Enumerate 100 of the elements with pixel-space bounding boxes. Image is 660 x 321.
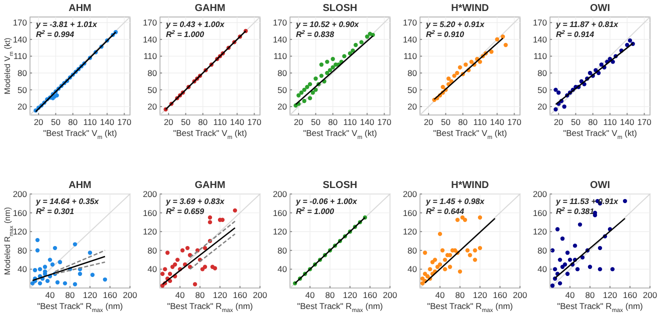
annotation: R$^{2}$ = 0.644 (426, 207, 465, 216)
x-tick-label: 120 (472, 290, 488, 300)
x-axis-title: "Best Track" R$_{max}$ (nm) (37, 301, 124, 314)
y-tick-label: 110 (143, 51, 158, 62)
x-tick-label: 80 (198, 117, 208, 127)
x-tick-label: 110 (213, 117, 228, 127)
annotation: y = -0.06 + 1.00x (295, 197, 358, 206)
annotation: y = 14.64 + 0.35x (35, 197, 100, 206)
y-tick-label: 50 (18, 84, 28, 95)
y-tick-label: 200 (142, 189, 158, 199)
y-tick-label: 80 (538, 245, 548, 256)
y-tick-label: 80 (278, 68, 288, 78)
x-tick-label: 170 (507, 117, 522, 127)
x-tick-label: 140 (620, 117, 635, 127)
x-tick-label: 40 (175, 290, 185, 300)
y-tick-label: 50 (538, 84, 548, 95)
x-axis-title: "Best Track" V$_{m}$ (kt) (173, 128, 248, 141)
x-tick-label: 200 (382, 290, 398, 300)
chart-title: SLOSH (322, 180, 358, 191)
y-tick-label: 40 (148, 264, 158, 274)
chart-title: SLOSH (322, 3, 358, 14)
annotation: y = 3.69 + 0.83x (165, 197, 225, 206)
annotation: y = 10.52 + 0.90x (295, 20, 360, 29)
y-tick-label: 80 (18, 245, 28, 256)
annotation: R$^{2}$ = 1.000 (166, 30, 205, 39)
x-tick-label: 50 (50, 117, 61, 127)
y-tick-label: 80 (538, 68, 548, 78)
y-tick-label: 110 (533, 51, 548, 62)
annotation: R$^{2}$ = 0.994 (36, 30, 75, 39)
x-tick-label: 110 (83, 117, 98, 127)
x-tick-label: 140 (100, 117, 115, 127)
chart-title: AHM (68, 3, 92, 14)
y-tick-label: 170 (402, 18, 418, 28)
x-tick-label: 80 (328, 117, 338, 127)
x-tick-label: 80 (588, 117, 598, 127)
y-tick-label: 160 (272, 208, 288, 218)
x-tick-label: 120 (82, 290, 98, 300)
y-tick-label: 80 (18, 68, 28, 78)
y-tick-label: 110 (403, 51, 418, 62)
annotation: y = 1.45 + 0.98x (425, 197, 485, 206)
y-tick-label: 120 (142, 226, 158, 237)
x-tick-label: 140 (490, 117, 505, 127)
annotation: y = 5.20 + 0.91x (425, 20, 485, 29)
y-tick-label: 200 (532, 189, 548, 199)
x-tick-label: 140 (230, 117, 245, 127)
x-tick-label: 50 (570, 117, 581, 127)
y-tick-label: 140 (272, 34, 288, 44)
x-tick-label: 20 (554, 117, 564, 127)
x-tick-label: 140 (360, 117, 375, 127)
x-tick-label: 170 (247, 117, 262, 127)
annotation: R$^{2}$ = 0.838 (296, 30, 335, 39)
y-tick-label: 20 (408, 102, 418, 112)
y-tick-label: 20 (538, 102, 548, 112)
annotation: y = 11.87 + 0.81x (555, 20, 619, 29)
x-tick-label: 80 (585, 290, 595, 300)
annotation: R$^{2}$ = 0.910 (426, 30, 465, 39)
x-tick-label: 200 (642, 290, 658, 300)
x-axis-title: "Best Track" R$_{max}$ (nm) (167, 301, 254, 314)
x-tick-label: 40 (305, 290, 315, 300)
x-tick-label: 200 (252, 290, 268, 300)
x-tick-label: 160 (362, 290, 378, 300)
y-tick-label: 160 (142, 208, 158, 218)
x-axis-title: "Best Track" R$_{max}$ (nm) (427, 301, 514, 314)
x-tick-label: 80 (458, 117, 468, 127)
y-tick-label: 140 (532, 34, 548, 44)
annotation: R$^{2}$ = 0.914 (556, 30, 595, 39)
x-tick-label: 200 (512, 290, 528, 300)
y-tick-label: 80 (408, 68, 418, 78)
y-tick-label: 140 (12, 34, 28, 44)
annotation: R$^{2}$ = 0.381 (556, 207, 595, 216)
x-tick-label: 110 (343, 117, 358, 127)
x-tick-label: 80 (455, 290, 465, 300)
x-axis-title: "Best Track" V$_{m}$ (kt) (563, 128, 638, 141)
y-tick-label: 50 (408, 84, 418, 95)
y-tick-label: 170 (272, 18, 288, 28)
y-tick-label: 50 (148, 84, 158, 95)
y-tick-label: 110 (13, 51, 28, 62)
chart-title: H*WIND (451, 3, 489, 14)
chart-title: OWI (590, 180, 610, 191)
chart-title: H*WIND (451, 180, 489, 191)
x-tick-label: 50 (440, 117, 451, 127)
x-tick-label: 20 (34, 117, 44, 127)
x-axis-title: "Best Track" V$_{m}$ (kt) (433, 128, 508, 141)
y-tick-label: 120 (402, 226, 418, 237)
x-tick-label: 160 (622, 290, 638, 300)
x-tick-label: 120 (342, 290, 358, 300)
chart-title: AHM (68, 180, 92, 191)
y-tick-label: 80 (408, 245, 418, 256)
y-tick-label: 20 (18, 102, 28, 112)
y-tick-label: 160 (402, 208, 418, 218)
annotation: R$^{2}$ = 1.000 (296, 207, 335, 216)
y-tick-label: 140 (142, 34, 158, 44)
y-tick-label: 170 (12, 18, 28, 28)
annotation: y = 0.43 + 1.00x (165, 20, 225, 29)
y-tick-label: 120 (12, 226, 28, 237)
x-tick-label: 50 (180, 117, 191, 127)
x-tick-label: 200 (122, 290, 138, 300)
y-tick-label: 40 (538, 264, 548, 274)
x-tick-label: 80 (325, 290, 335, 300)
x-tick-label: 110 (473, 117, 488, 127)
